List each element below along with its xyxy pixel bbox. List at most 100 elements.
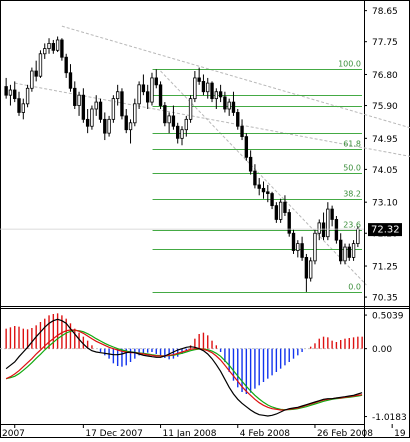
- candle-body: [244, 136, 249, 158]
- macd-tick-label: -1.0183: [372, 413, 407, 423]
- candle-body: [137, 84, 141, 105]
- candle-body: [145, 91, 150, 103]
- candle-body: [210, 82, 214, 100]
- candle-body: [206, 82, 210, 93]
- candle-body: [266, 191, 270, 194]
- time-tick-label: 2007: [2, 429, 25, 438]
- candle-body: [25, 87, 30, 105]
- candle-body: [287, 212, 291, 234]
- fib-level-label: 50.0: [343, 164, 361, 173]
- price-tick-label: 73.10: [372, 199, 398, 209]
- candle-body: [51, 43, 56, 51]
- macd-line: [5, 318, 363, 417]
- price-tick-label: 78.65: [372, 7, 398, 17]
- candle-body: [176, 125, 180, 139]
- candle-body: [257, 184, 261, 189]
- candle-body: [154, 77, 158, 86]
- price-tick-label: 74.05: [372, 166, 398, 176]
- candle-body: [261, 187, 266, 193]
- time-axis-layer: 2007 17 Dec 2007 11 Jan 2008 4 Feb 2008 26 F…: [2, 424, 410, 439]
- candle-body: [103, 118, 107, 134]
- candle-body: [274, 205, 279, 220]
- candle-body: [21, 103, 25, 113]
- candle-body: [253, 170, 257, 186]
- candle-body: [141, 84, 146, 93]
- candle-body: [197, 77, 201, 82]
- candle-body: [218, 91, 223, 98]
- price-tick-label: 77.75: [372, 38, 398, 48]
- current-price-badge-bg: [368, 223, 402, 237]
- candle-body: [128, 122, 133, 131]
- candle-body: [13, 89, 17, 100]
- fib-level-label: 38.2: [343, 190, 361, 199]
- fib-level-label: 100.0: [338, 60, 361, 69]
- candle-body: [304, 257, 309, 279]
- current-price-badge: 72.32: [368, 223, 402, 237]
- time-tick-label: 17 Dec 2007: [85, 429, 143, 438]
- macd-signal-line-2: [5, 329, 363, 411]
- candle-body: [38, 53, 43, 77]
- candle-body: [60, 39, 64, 58]
- candles-layer: [4, 36, 360, 292]
- candle-body: [47, 43, 51, 49]
- candle-body: [296, 243, 300, 251]
- trendline: [61, 25, 410, 129]
- candle-body: [111, 98, 116, 120]
- candle-body: [43, 48, 47, 55]
- candle-body: [158, 84, 163, 106]
- candle-body: [184, 118, 188, 131]
- candle-body: [115, 91, 120, 100]
- candle-body: [90, 108, 94, 127]
- candle-body: [55, 39, 60, 51]
- macd-tick-label: 0.00: [372, 345, 392, 355]
- price-tick-label: 74.95: [372, 135, 398, 145]
- candle-body: [214, 91, 218, 100]
- candle-body: [98, 101, 103, 120]
- macd-layer: [0, 313, 364, 417]
- candle-body: [270, 193, 274, 207]
- candle-body: [343, 246, 347, 262]
- candle-body: [240, 125, 244, 138]
- candle-body: [30, 70, 34, 89]
- candle-body: [68, 72, 73, 89]
- candle-body: [4, 86, 8, 96]
- candle-body: [180, 129, 184, 139]
- candle-body: [351, 243, 356, 258]
- candle-body: [321, 222, 326, 238]
- current-price-value: 72.32: [371, 225, 400, 236]
- candle-body: [347, 246, 351, 258]
- price-tick-label: 70.35: [372, 294, 398, 304]
- candle-body: [188, 98, 193, 120]
- time-tick-label: 26 Feb 2008: [317, 429, 373, 438]
- candle-body: [81, 94, 86, 120]
- candle-body: [308, 260, 313, 279]
- candle-body: [291, 232, 296, 251]
- candle-body: [94, 101, 98, 110]
- candle-body: [283, 201, 287, 213]
- price-axis-layer: 78.6577.7576.8075.9074.9574.0573.1072.20…: [0, 7, 398, 304]
- time-tick-label: 4 Feb 2008: [240, 429, 291, 438]
- price-tick-label: 75.90: [372, 102, 398, 112]
- candle-body: [64, 56, 68, 74]
- candle-body: [124, 115, 128, 131]
- candle-body: [167, 115, 171, 124]
- candle-body: [236, 112, 240, 127]
- candle-body: [8, 89, 13, 96]
- candle-body: [133, 103, 137, 124]
- candle-body: [120, 91, 124, 117]
- trendline: [14, 82, 410, 157]
- fib-level-label: 0.0: [348, 283, 361, 292]
- macd-tick-label: 0.5039: [372, 312, 404, 322]
- candle-body: [34, 70, 38, 77]
- candle-body: [17, 98, 21, 113]
- candle-body: [201, 80, 206, 93]
- candle-body: [227, 101, 231, 110]
- candle-body: [223, 96, 227, 110]
- candle-body: [313, 232, 317, 262]
- candle-body: [339, 239, 343, 262]
- candle-body: [77, 94, 81, 106]
- candle-body: [356, 228, 360, 245]
- candle-body: [300, 243, 304, 258]
- candle-body: [85, 118, 90, 127]
